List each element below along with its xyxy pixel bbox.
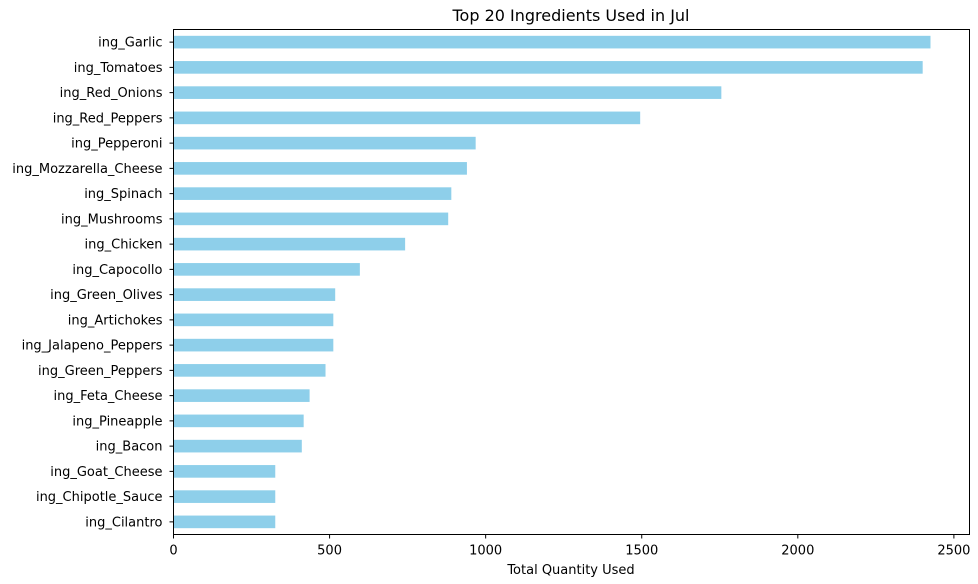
x-tick-label: 2000 [781, 544, 814, 559]
bar-ing_Green_Peppers [173, 364, 326, 377]
y-tick-label: ing_Chicken [85, 238, 163, 253]
y-tick-label: ing_Jalapeno_Peppers [22, 339, 163, 354]
bar-ing_Mushrooms [173, 212, 449, 226]
x-axis-ticks: 0 500 1000 1500 2000 2500 [169, 534, 970, 559]
y-tick-label: ing_Cilantro [85, 515, 162, 530]
y-tick-label: ing_Mozzarella_Cheese [12, 162, 162, 177]
bar-ing_Tomatoes [173, 61, 923, 74]
y-tick-label: ing_Garlic [98, 36, 162, 51]
y-tick-label: ing_Chipotle_Sauce [36, 490, 163, 505]
x-tick-label: 1500 [625, 544, 658, 559]
x-axis-label: Total Quantity Used [506, 563, 634, 578]
y-tick-label: ing_Spinach [84, 187, 162, 202]
chart-title: Top 20 Ingredients Used in Jul [451, 6, 689, 25]
plot-frame [173, 29, 970, 535]
bar-ing_Green_Olives [173, 288, 336, 301]
bar-ing_Bacon [173, 439, 302, 453]
bar-ing_Cilantro [173, 515, 276, 529]
y-tick-label: ing_Red_Peppers [53, 111, 163, 126]
x-tick-label: 0 [169, 544, 177, 559]
y-tick-label: ing_Green_Peppers [38, 364, 163, 379]
x-tick-label: 1000 [469, 544, 502, 559]
y-tick-label: ing_Pineapple [72, 414, 162, 429]
y-tick-label: ing_Goat_Cheese [50, 465, 162, 480]
bar-ing_Chipotle_Sauce [173, 490, 276, 503]
y-axis-ticks: ing_Garlic ing_Tomatoes ing_Red_Onions ing_… [12, 36, 174, 530]
bar-ing_Red_Peppers [173, 111, 641, 125]
y-tick-label: ing_Tomatoes [74, 61, 163, 76]
bar-ing_Spinach [173, 187, 452, 200]
y-tick-label: ing_Mushrooms [61, 212, 163, 227]
bar-ing_Artichokes [173, 313, 334, 327]
bar-ing_Feta_Cheese [173, 389, 310, 402]
y-tick-label: ing_Feta_Cheese [53, 389, 162, 404]
bar-ing_Garlic [173, 35, 931, 49]
y-tick-label: ing_Pepperoni [71, 137, 162, 152]
bars-group [173, 35, 931, 529]
bar-ing_Pineapple [173, 414, 304, 428]
x-tick-label: 500 [317, 544, 342, 559]
y-tick-label: ing_Capocollo [72, 263, 162, 278]
y-tick-label: ing_Artichokes [68, 313, 163, 328]
bar-ing_Red_Onions [173, 86, 722, 99]
bar-ing_Pepperoni [173, 136, 476, 150]
x-tick-label: 2500 [937, 544, 970, 559]
y-tick-label: ing_Green_Olives [50, 288, 163, 303]
bar-ing_Chicken [173, 237, 406, 251]
bar-ing_Capocollo [173, 263, 360, 276]
bar-ing_Jalapeno_Peppers [173, 338, 334, 352]
bar-ing_Mozzarella_Cheese [173, 162, 467, 175]
y-tick-label: ing_Red_Onions [60, 86, 163, 101]
y-tick-label: ing_Bacon [96, 440, 163, 455]
bar-ing_Goat_Cheese [173, 465, 276, 478]
